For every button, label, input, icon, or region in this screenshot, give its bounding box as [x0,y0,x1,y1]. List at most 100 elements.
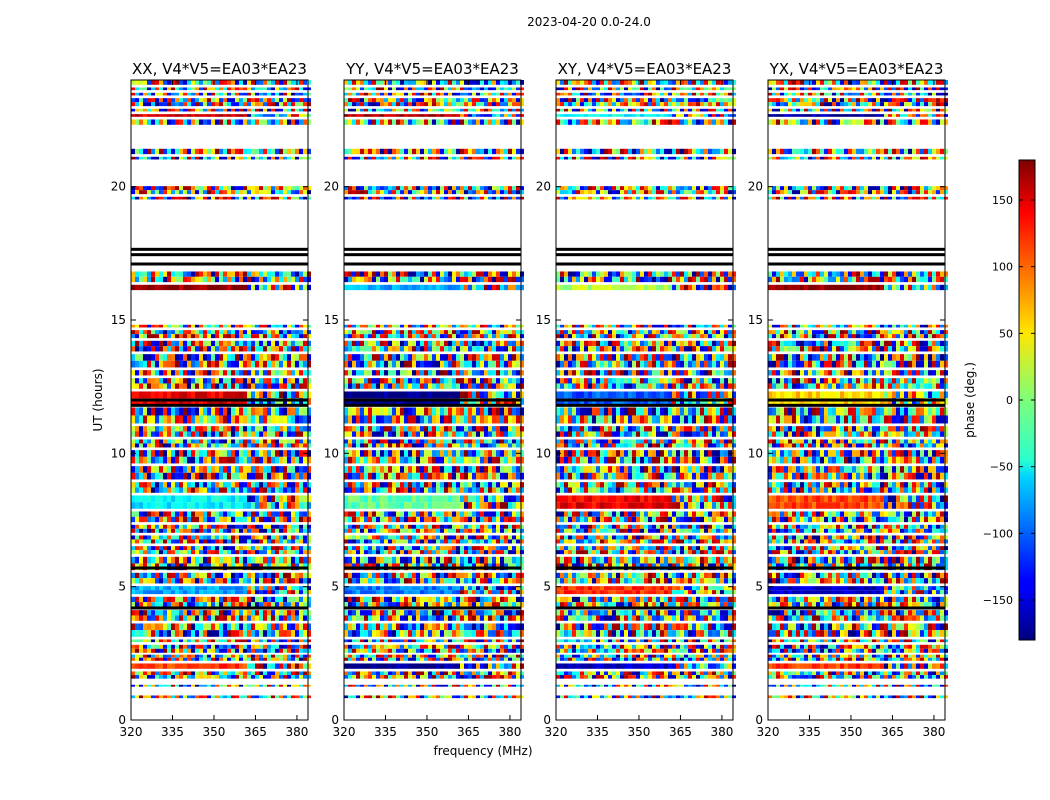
phase-cell [388,596,392,603]
phase-cell [195,456,199,464]
phase-cell [404,546,408,551]
phase-cell [299,663,303,669]
phase-cell [420,528,424,533]
phase-cell [512,572,516,579]
phase-cell [215,426,219,432]
phase-cell [380,456,384,464]
phase-cell [396,472,400,480]
phase-cell [488,630,492,637]
phase-cell [516,671,520,676]
phase-cell [247,370,251,376]
phase-cell [468,556,472,564]
phase-cell [480,535,484,540]
phase-cell [279,391,283,399]
phase-cell [368,466,372,473]
phase-cell [195,119,199,125]
phase-cell [508,654,512,658]
phase-cell [364,495,368,503]
phase-cell [155,276,159,283]
phase-cell [195,556,199,564]
phase-cell [231,148,235,155]
phase-cell [263,108,267,112]
phase-cell [151,340,155,347]
phase-cell [251,156,255,160]
phase-cell [344,623,348,631]
phase-cell [239,610,243,616]
phase-cell [516,550,520,555]
phase-cell [267,602,271,608]
phase-cell [396,546,400,551]
phase-cell [275,648,279,653]
phase-cell [139,415,143,424]
phase-cell [492,472,496,480]
phase-cell [163,657,167,661]
phase-cell [243,87,247,91]
phase-cell [287,370,291,376]
phase-cell [223,539,227,544]
phase-cell [155,456,159,464]
phase-cell [360,495,364,503]
phase-cell [287,472,291,480]
phase-cell [287,87,291,91]
phase-cell [352,623,356,631]
phase-cell [516,487,520,493]
phase-cell [344,657,348,661]
phase-cell [143,556,147,564]
phase-cell [468,623,472,631]
phase-cell [271,102,275,107]
phase-cell [223,330,227,335]
phase-cell [516,596,520,603]
phase-cell [291,596,295,603]
phase-cell [275,330,279,335]
phase-cell [480,657,484,661]
phase-cell [199,495,203,503]
phase-cell [223,578,227,584]
phase-cell [163,190,167,195]
phase-cell [295,102,299,107]
phase-cell [267,431,271,437]
phase-cell [207,114,211,117]
phase-cell [135,657,139,661]
phase-cell [512,495,516,503]
phase-cell [203,539,207,544]
phase-cell [167,186,171,191]
phase-cell [344,556,348,564]
phase-cell [500,663,504,669]
phase-cell [504,648,508,653]
phase-cell [364,578,368,584]
phase-cell [199,556,203,564]
phase-cell [364,684,368,687]
phase-cell [243,596,247,603]
phase-cell [147,330,151,335]
phase-cell [303,648,307,653]
phase-cell [472,671,476,676]
phase-cell [247,487,251,493]
phase-cell [227,546,231,551]
phase-cell [360,502,364,509]
phase-cell [263,675,267,679]
phase-cell [472,675,476,679]
phase-cell [139,383,143,389]
phase-cell [255,98,259,103]
phase-cell [211,675,215,679]
phase-cell [199,648,203,653]
phase-cell [211,284,215,291]
phase-cell [203,511,207,517]
phase-cell [444,671,448,676]
phase-cell [155,528,159,533]
phase-cell [472,528,476,533]
phase-cell [171,108,175,112]
phase-cell [352,516,356,523]
phase-cell [388,695,392,699]
phase-cell [360,695,364,699]
phase-cell [159,654,163,658]
phase-cell [488,657,492,661]
phase-cell [183,639,187,643]
phase-cell [484,495,488,503]
phase-cell [151,556,155,564]
phase-cell [275,524,279,529]
phase-cell [291,354,295,361]
phase-cell [247,550,251,555]
phase-cell [492,511,496,517]
phase-cell [372,516,376,523]
